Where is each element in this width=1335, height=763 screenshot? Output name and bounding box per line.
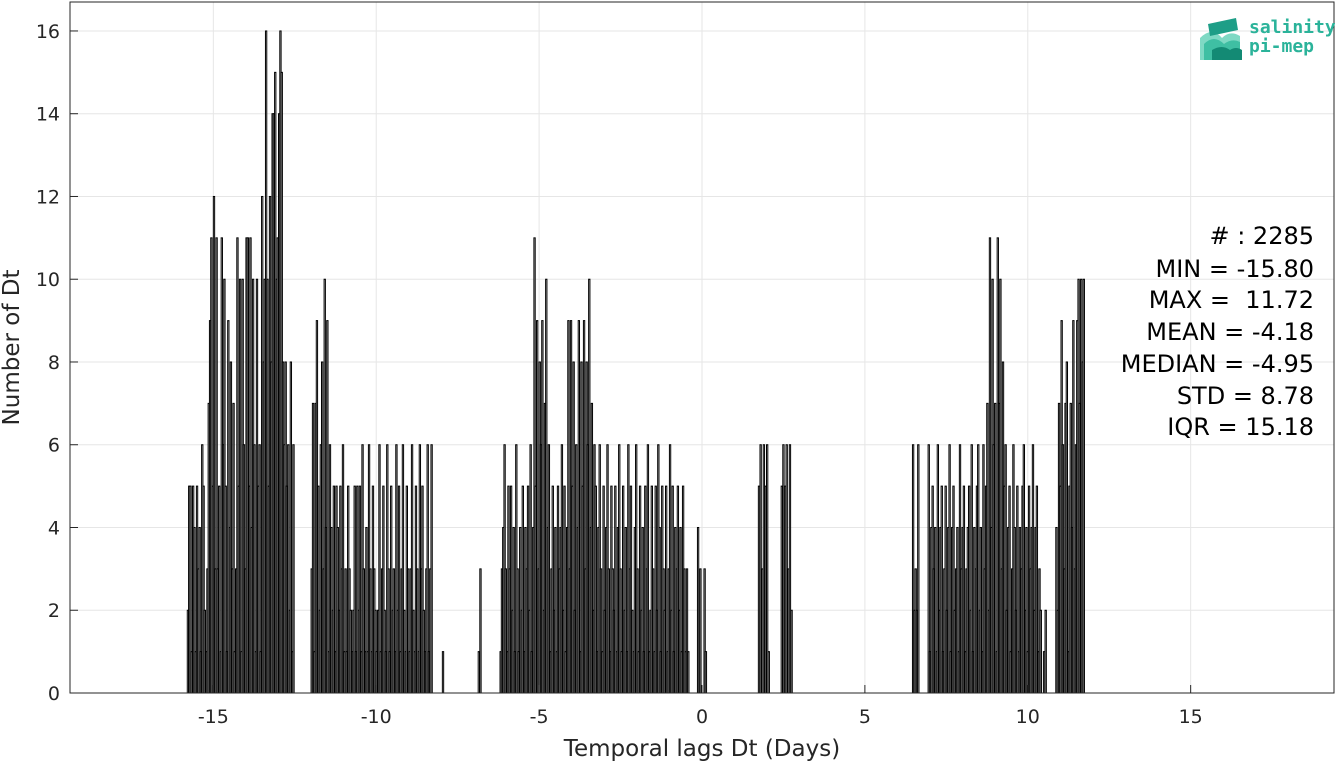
histogram-bar xyxy=(780,485,783,694)
histogram-bar xyxy=(699,568,702,694)
bars xyxy=(186,30,1085,694)
histogram-bar xyxy=(764,485,767,694)
logo-text-pi-mep: pi-mep xyxy=(1249,36,1314,57)
x-tick-label: 5 xyxy=(859,706,871,728)
y-tick-label: 16 xyxy=(36,21,60,43)
x-tick-label: 10 xyxy=(1016,706,1040,728)
histogram-bar xyxy=(757,485,761,694)
stat-iqr: IQR = 15.18 xyxy=(1167,413,1314,441)
histogram-bar xyxy=(1039,609,1042,694)
histogram-bar xyxy=(783,485,787,694)
salinity-pi-mep-logo: salinity pi-mep xyxy=(1200,17,1335,60)
histogram-bar xyxy=(785,444,788,694)
histogram-bar xyxy=(704,651,708,694)
y-tick-label: 2 xyxy=(48,600,60,622)
x-tick-label: 15 xyxy=(1179,706,1203,728)
histogram-bar xyxy=(477,651,480,694)
y-tick-label: 0 xyxy=(48,683,60,705)
histogram-bar xyxy=(1082,278,1085,694)
axis-ticks: -15 -10 -5 0 5 10 15 0 2 4 6 8 10 12 14 16 xyxy=(36,21,1203,728)
histogram-bar xyxy=(1065,361,1069,694)
stat-max: MAX = 11.72 xyxy=(1149,286,1314,314)
histogram-bar xyxy=(787,568,790,694)
histogram-bar xyxy=(762,444,766,694)
histogram-bar xyxy=(292,444,295,694)
histogram-bar xyxy=(289,361,293,694)
y-tick-label: 14 xyxy=(36,104,60,126)
histogram-bar xyxy=(759,444,762,694)
stat-median: MEDIAN = -4.95 xyxy=(1121,350,1314,378)
histogram-bar xyxy=(238,278,242,694)
histogram-bar xyxy=(1042,651,1046,694)
y-tick-label: 10 xyxy=(36,269,60,291)
y-tick-label: 6 xyxy=(48,435,60,457)
histogram-bar xyxy=(766,444,769,694)
histogram-bar xyxy=(788,444,792,694)
histogram-bar xyxy=(326,320,329,694)
histogram-bar xyxy=(232,402,235,694)
logo-text-salinity: salinity xyxy=(1249,17,1335,38)
x-tick-label: -10 xyxy=(361,706,392,728)
histogram-bar xyxy=(1044,609,1047,694)
y-tick-label: 8 xyxy=(48,352,60,374)
logo-wave-icon xyxy=(1200,18,1242,60)
histogram-bar xyxy=(696,526,700,694)
histogram-bar xyxy=(767,651,770,694)
histogram-bar xyxy=(311,402,315,694)
histogram-bar xyxy=(430,444,433,694)
x-tick-label: 0 xyxy=(696,706,708,728)
stat-std: STD = 8.78 xyxy=(1177,382,1314,410)
histogram-bar xyxy=(782,444,785,694)
stat-mean: MEAN = -4.18 xyxy=(1146,318,1314,346)
x-tick-label: -5 xyxy=(530,706,549,728)
histogram-bar xyxy=(994,402,997,694)
y-axis-label: Number of Dt xyxy=(0,270,25,426)
histogram-bar xyxy=(577,320,581,694)
histogram-bar xyxy=(479,568,482,694)
stat-count: # : 2285 xyxy=(1209,222,1314,250)
histogram-bar xyxy=(790,609,793,694)
stat-min: MIN = -15.80 xyxy=(1156,255,1314,283)
x-tick-label: -15 xyxy=(198,706,229,728)
histogram-bar xyxy=(917,444,920,694)
stats-annotation: # : 2285 MIN = -15.80 MAX = 11.72 MEAN =… xyxy=(1121,222,1314,441)
x-axis-label: Temporal lags Dt (Days) xyxy=(563,736,840,762)
y-tick-label: 12 xyxy=(36,186,60,208)
y-tick-label: 4 xyxy=(48,517,60,539)
histogram-bar xyxy=(441,651,445,694)
histogram-bar xyxy=(687,651,690,694)
histogram-bar xyxy=(761,568,764,694)
